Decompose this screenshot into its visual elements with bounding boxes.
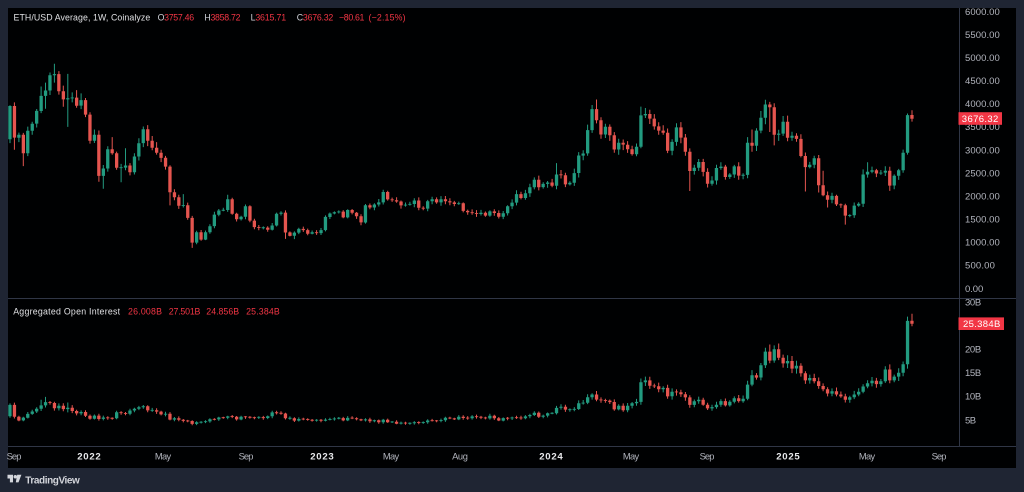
- svg-text:15B: 15B: [965, 368, 981, 379]
- svg-text:Sep: Sep: [932, 452, 947, 462]
- svg-text:25.384B: 25.384B: [246, 307, 280, 317]
- svg-text:30B: 30B: [965, 297, 981, 308]
- svg-text:TradingView: TradingView: [25, 475, 80, 486]
- svg-text:24.856B: 24.856B: [206, 307, 239, 317]
- svg-text:Sep: Sep: [7, 452, 22, 462]
- svg-text:5B: 5B: [965, 415, 976, 426]
- svg-text:4500.00: 4500.00: [965, 76, 1000, 87]
- svg-text:0.00: 0.00: [965, 284, 983, 295]
- svg-text:20B: 20B: [965, 345, 981, 356]
- svg-text:2023: 2023: [310, 452, 334, 463]
- svg-text:H3858.72: H3858.72: [204, 13, 240, 23]
- svg-text:2025: 2025: [776, 452, 800, 463]
- svg-text:Sep: Sep: [239, 452, 254, 462]
- svg-text:Sep: Sep: [700, 452, 715, 462]
- svg-text:27.501B: 27.501B: [169, 307, 201, 317]
- svg-text:3000.00: 3000.00: [965, 145, 1000, 156]
- svg-text:May: May: [623, 452, 640, 462]
- svg-text:May: May: [155, 452, 172, 462]
- svg-text:5000.00: 5000.00: [965, 53, 1000, 64]
- svg-text:4000.00: 4000.00: [965, 99, 1000, 110]
- svg-text:(−2.15%): (−2.15%): [369, 13, 406, 23]
- svg-text:500.00: 500.00: [965, 261, 995, 272]
- svg-text:O3757.46: O3757.46: [158, 13, 195, 23]
- svg-text:2000.00: 2000.00: [965, 192, 1000, 203]
- svg-text:May: May: [383, 452, 400, 462]
- svg-text:Aggregated Open Interest: Aggregated Open Interest: [13, 307, 120, 317]
- svg-text:2024: 2024: [539, 452, 563, 463]
- svg-text:26.008B: 26.008B: [128, 307, 162, 317]
- svg-text:2022: 2022: [77, 452, 101, 463]
- svg-text:10B: 10B: [965, 392, 981, 403]
- svg-text:C3676.32: C3676.32: [297, 13, 334, 23]
- svg-text:3676.32: 3676.32: [962, 114, 999, 125]
- svg-text:1000.00: 1000.00: [965, 238, 1000, 249]
- svg-text:L3615.71: L3615.71: [251, 13, 287, 23]
- svg-text:1500.00: 1500.00: [965, 215, 1000, 226]
- svg-text:ETH/USD Average, 1W, Coinalyze: ETH/USD Average, 1W, Coinalyze: [14, 13, 151, 23]
- svg-text:May: May: [859, 452, 876, 462]
- svg-text:25.384B: 25.384B: [963, 319, 1000, 330]
- svg-text:Aug: Aug: [452, 452, 468, 462]
- svg-text:6000.00: 6000.00: [965, 7, 1000, 18]
- svg-text:5500.00: 5500.00: [965, 30, 1000, 41]
- svg-text:3500.00: 3500.00: [965, 122, 1000, 133]
- svg-text:−80.61: −80.61: [339, 13, 364, 23]
- svg-text:2500.00: 2500.00: [965, 168, 1000, 179]
